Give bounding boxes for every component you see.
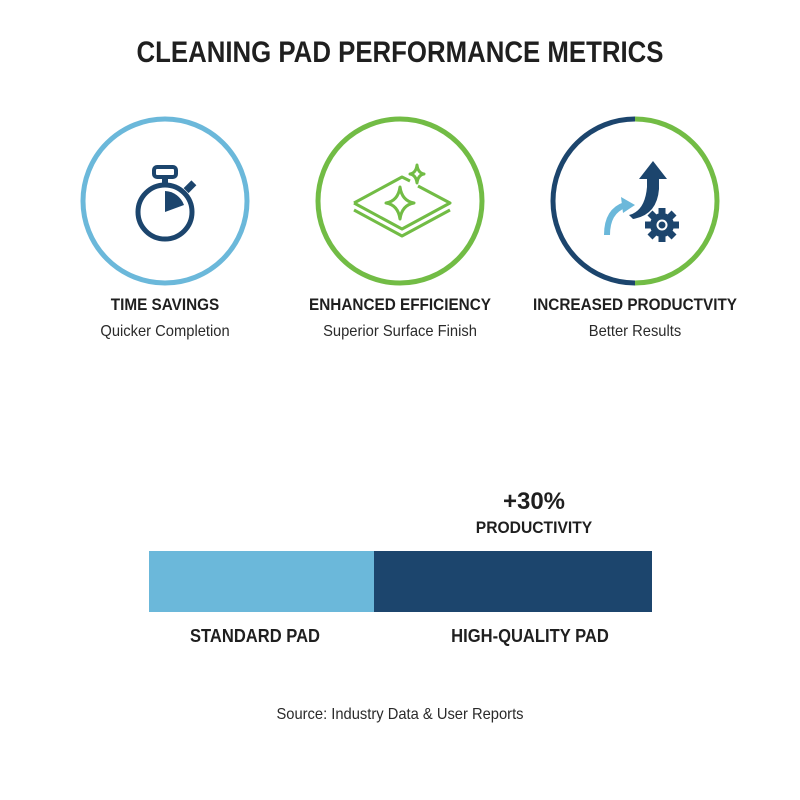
metric-title: ENHANCED EFFICIENCY bbox=[309, 295, 491, 314]
page-title: CLEANING PAD PERFORMANCE METRICS bbox=[136, 36, 664, 69]
productivity-gain-annotation: +30% PRODUCTIVITY bbox=[434, 488, 634, 538]
sparkling-pad-icon bbox=[315, 116, 485, 286]
growth-arrow-gear-icon bbox=[550, 116, 720, 286]
metric-title: INCREASED PRODUCTVITY bbox=[532, 295, 738, 314]
metric-subtitle: Quicker Completion bbox=[100, 323, 230, 340]
gain-label: PRODUCTIVITY bbox=[475, 518, 593, 537]
high-quality-pad-segment bbox=[374, 551, 652, 612]
gain-value: +30% bbox=[502, 488, 566, 515]
standard-pad-segment bbox=[149, 551, 374, 612]
standard-pad-label: STANDARD PAD bbox=[189, 626, 321, 646]
metric-time-savings: TIME SAVINGS Quicker Completion bbox=[45, 115, 285, 341]
metric-title: TIME SAVINGS bbox=[110, 295, 220, 314]
stopwatch-icon bbox=[80, 116, 250, 286]
metric-increased-productivity: INCREASED PRODUCTVITY Better Results bbox=[515, 115, 755, 341]
metric-subtitle: Superior Surface Finish bbox=[323, 323, 477, 340]
comparison-bar bbox=[149, 551, 652, 612]
metric-subtitle: Better Results bbox=[588, 323, 682, 340]
metric-enhanced-efficiency: ENHANCED EFFICIENCY Superior Surface Fin… bbox=[280, 115, 520, 341]
source-note: Source: Industry Data & User Reports bbox=[276, 706, 524, 723]
high-quality-pad-label: HIGH-QUALITY PAD bbox=[451, 626, 609, 646]
